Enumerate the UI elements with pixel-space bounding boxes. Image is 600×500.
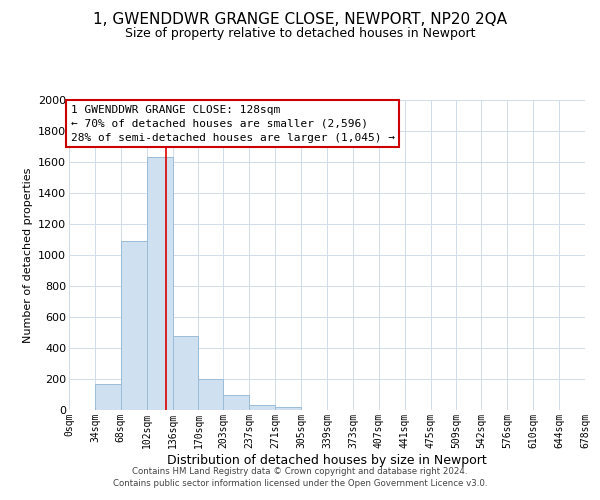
Y-axis label: Number of detached properties: Number of detached properties xyxy=(23,168,32,342)
Text: 1, GWENDDWR GRANGE CLOSE, NEWPORT, NP20 2QA: 1, GWENDDWR GRANGE CLOSE, NEWPORT, NP20 … xyxy=(93,12,507,28)
Text: 1 GWENDDWR GRANGE CLOSE: 128sqm
← 70% of detached houses are smaller (2,596)
28%: 1 GWENDDWR GRANGE CLOSE: 128sqm ← 70% of… xyxy=(71,104,395,142)
X-axis label: Distribution of detached houses by size in Newport: Distribution of detached houses by size … xyxy=(167,454,487,466)
Bar xyxy=(250,404,275,410)
Bar xyxy=(199,379,223,410)
Bar xyxy=(121,241,146,410)
Bar xyxy=(95,384,121,410)
Bar xyxy=(223,394,250,410)
Bar xyxy=(275,407,301,410)
Bar xyxy=(146,158,173,410)
Text: Size of property relative to detached houses in Newport: Size of property relative to detached ho… xyxy=(125,28,475,40)
Text: Contains HM Land Registry data © Crown copyright and database right 2024.
Contai: Contains HM Land Registry data © Crown c… xyxy=(113,466,487,487)
Bar xyxy=(173,336,199,410)
